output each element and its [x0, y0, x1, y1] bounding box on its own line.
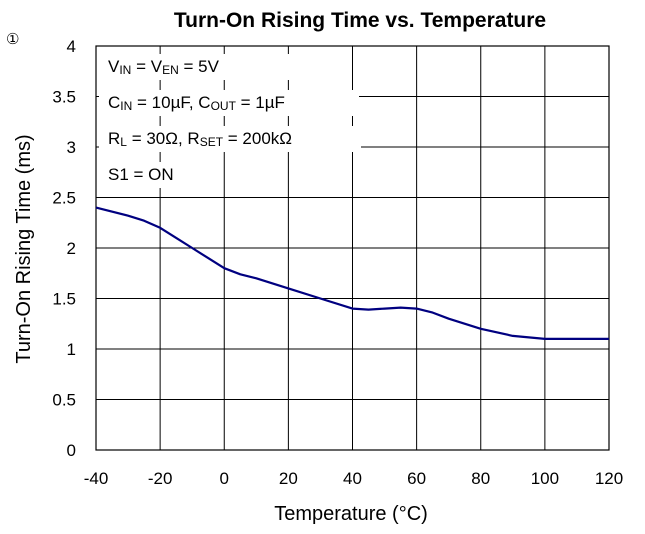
- x-tick-label: 60: [407, 469, 426, 488]
- annotation-background: [99, 54, 299, 80]
- x-tick-label: 80: [471, 469, 490, 488]
- y-tick-label: 1: [67, 340, 76, 359]
- x-tick-labels: -40 -20 0 20 40 60 80 100 120: [84, 469, 623, 488]
- y-tick-label: 2: [67, 239, 76, 258]
- annotation-background: [99, 126, 361, 152]
- x-tick-label: 100: [531, 469, 559, 488]
- series-line: [95, 206, 609, 340]
- y-axis-title: Turn-On Rising Time (ms): [13, 134, 35, 363]
- conditions-annotation: VIN = VEN = 5V CIN = 10µF, COUT = 1µF RL =…: [99, 54, 361, 188]
- corner-marker: ①: [6, 30, 19, 48]
- y-tick-label: 3: [67, 138, 76, 157]
- x-tick-label: 0: [220, 469, 229, 488]
- x-tick-label: -40: [84, 469, 109, 488]
- x-tick-label: 40: [343, 469, 362, 488]
- y-tick-label: 1.5: [52, 290, 76, 309]
- annotation-line: VIN = VEN = 5V: [108, 57, 220, 77]
- x-axis-title: Temperature (°C): [274, 503, 428, 525]
- annotation-line: RL = 30Ω, RSET = 200kΩ: [108, 129, 292, 149]
- y-tick-label: 4: [67, 37, 76, 56]
- y-tick-labels: 0 0.5 1 1.5 2 2.5 3 3.5 4: [52, 37, 76, 460]
- x-tick-label: 120: [595, 469, 623, 488]
- x-tick-label: 20: [279, 469, 298, 488]
- chart-title: Turn-On Rising Time vs. Temperature: [174, 9, 546, 32]
- annotation-line: CIN = 10µF, COUT = 1µF: [108, 93, 285, 113]
- annotation-background: [99, 162, 207, 188]
- annotation-line: S1 = ON: [108, 165, 174, 184]
- plot-frame: [95, 45, 610, 451]
- series-group: [95, 206, 609, 340]
- y-tick-label: 2.5: [52, 189, 76, 208]
- x-tick-label: -20: [148, 469, 173, 488]
- y-tick-label: 3.5: [52, 88, 76, 107]
- annotation-background: [99, 90, 359, 116]
- y-tick-label: 0.5: [52, 391, 76, 410]
- y-tick-label: 0: [67, 441, 76, 460]
